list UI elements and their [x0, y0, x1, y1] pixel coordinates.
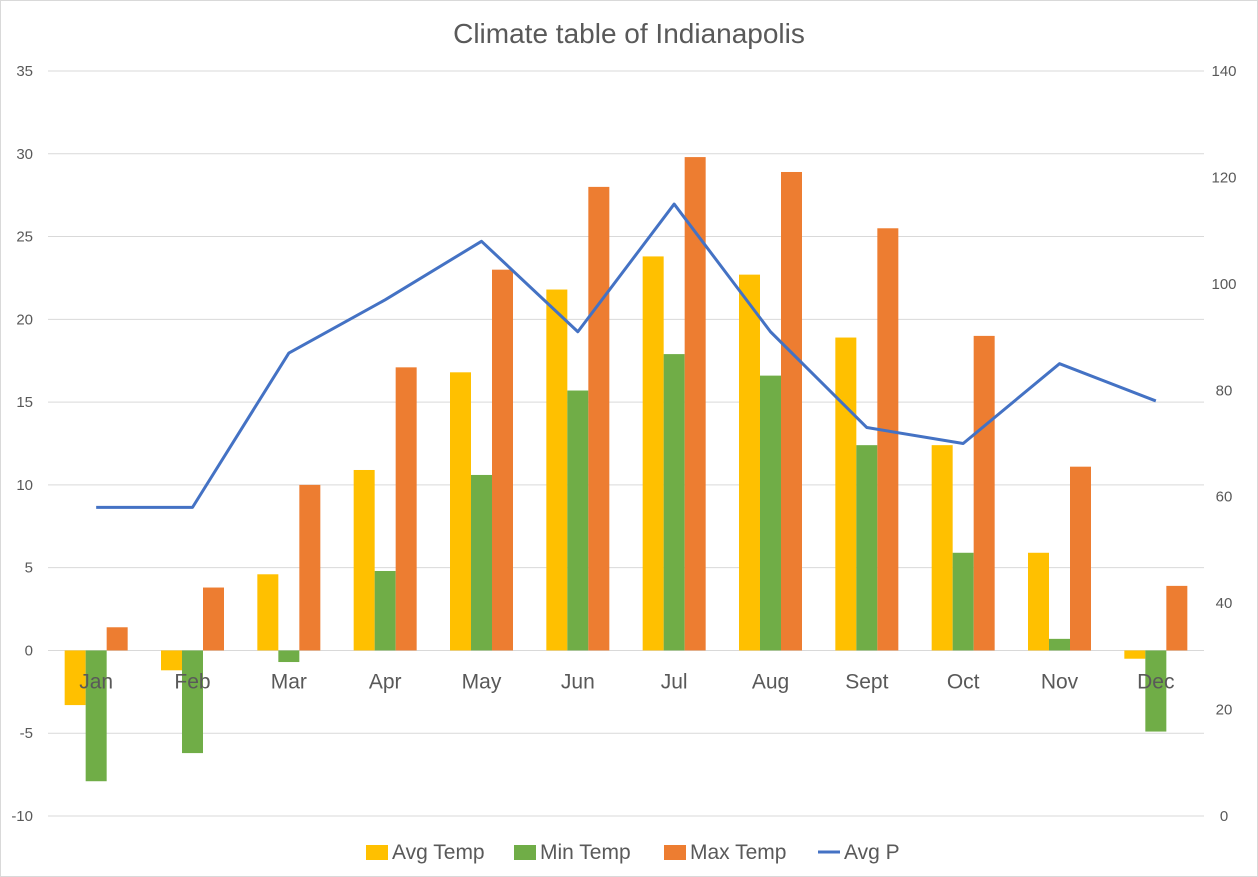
- min-temp-bar: [952, 552, 974, 651]
- legend: Avg Temp Min Temp Max Temp Avg P: [366, 841, 900, 864]
- avg-temp-bar: [931, 445, 953, 651]
- legend-item-min-temp: Min Temp: [514, 841, 631, 864]
- y-left-tick-label: -5: [20, 725, 33, 742]
- max-temp-bar: [106, 627, 128, 651]
- y-left-tick-label: 30: [16, 146, 33, 163]
- min-temp-bar: [760, 375, 781, 651]
- avg-p-line: [96, 202, 1157, 509]
- x-category-label: Jun: [561, 670, 595, 693]
- legend-swatch-min-temp: [514, 845, 536, 860]
- min-temp-bar: [663, 354, 685, 651]
- y-right-tick-label: 20: [1216, 702, 1233, 719]
- legend-label-avg-p: Avg P: [844, 841, 900, 864]
- y-axis-left: 35 30 25 20 15 10 5 0 -5 -10: [11, 63, 33, 825]
- max-temp-bar: [877, 228, 899, 651]
- x-category-label: Aug: [752, 670, 789, 693]
- y-left-tick-label: 0: [25, 642, 33, 659]
- y-right-tick-label: 60: [1216, 489, 1233, 506]
- legend-label-max-temp: Max Temp: [690, 841, 786, 864]
- y-left-tick-label: 15: [16, 394, 33, 411]
- max-temp-bar: [1070, 466, 1091, 651]
- legend-item-max-temp: Max Temp: [664, 841, 786, 864]
- max-temp-bar: [1166, 585, 1188, 651]
- y-left-tick-label: 5: [25, 560, 33, 577]
- max-temp-bar: [203, 587, 224, 651]
- max-temp-bar: [492, 269, 513, 651]
- y-axis-right: 140 120 100 80 60 40 20 0: [1211, 63, 1236, 825]
- min-temp-bar: [85, 650, 107, 782]
- min-temp-bar: [567, 390, 589, 651]
- avg-temp-bar: [1028, 552, 1049, 651]
- y-right-tick-label: 120: [1211, 169, 1236, 186]
- y-right-tick-label: 40: [1216, 595, 1233, 612]
- y-right-tick-label: 140: [1211, 63, 1236, 80]
- x-category-label: Feb: [174, 670, 210, 693]
- min-temp-bar: [1049, 638, 1070, 651]
- legend-label-avg-temp: Avg Temp: [392, 841, 485, 864]
- precip-line-group: [96, 202, 1157, 509]
- y-left-tick-label: 35: [16, 63, 33, 80]
- x-category-label: May: [462, 670, 502, 693]
- avg-temp-bar: [161, 650, 182, 671]
- avg-temp-bar: [450, 372, 471, 651]
- legend-swatch-avg-temp: [366, 845, 388, 860]
- legend-swatch-max-temp: [664, 845, 686, 860]
- max-temp-bar: [588, 186, 610, 651]
- x-category-label: Sept: [845, 670, 888, 693]
- min-temp-bar: [856, 445, 878, 651]
- x-category-label: Nov: [1041, 670, 1079, 693]
- y-right-tick-label: 0: [1220, 808, 1228, 825]
- max-temp-bar: [781, 171, 802, 651]
- gridlines: [48, 70, 1204, 817]
- avg-temp-bar: [739, 274, 760, 651]
- y-left-tick-label: 20: [16, 311, 33, 328]
- x-axis-categories: Jan Feb Mar Apr May Jun Jul Aug Sept Oct Nov Dec: [79, 670, 1174, 693]
- min-temp-bar: [278, 650, 300, 663]
- avg-temp-bar: [642, 256, 664, 651]
- avg-temp-bar: [353, 469, 375, 651]
- max-temp-bar: [684, 157, 706, 651]
- bars: [64, 157, 1188, 782]
- max-temp-bar: [973, 335, 995, 651]
- x-category-label: Apr: [369, 670, 402, 693]
- legend-label-min-temp: Min Temp: [540, 841, 631, 864]
- y-right-tick-label: 80: [1216, 382, 1233, 399]
- max-temp-bar: [395, 367, 417, 651]
- avg-temp-bar: [1124, 650, 1146, 659]
- y-left-tick-label: 25: [16, 229, 33, 246]
- avg-temp-bar: [835, 337, 857, 651]
- avg-temp-bar: [546, 289, 568, 651]
- y-right-tick-label: 100: [1211, 276, 1236, 293]
- min-temp-bar: [471, 474, 492, 651]
- x-category-label: Jul: [661, 670, 688, 693]
- x-category-label: Oct: [947, 670, 980, 693]
- x-category-label: Jan: [79, 670, 113, 693]
- y-left-tick-label: 10: [16, 477, 33, 494]
- avg-temp-bar: [257, 574, 279, 651]
- x-category-label: Dec: [1137, 670, 1174, 693]
- min-temp-bar: [1145, 650, 1167, 732]
- y-left-tick-label: -10: [11, 808, 33, 825]
- chart-title: Climate table of Indianapolis: [453, 18, 805, 49]
- legend-item-avg-temp: Avg Temp: [366, 841, 485, 864]
- avg-temp-bar: [64, 650, 86, 706]
- x-category-label: Mar: [271, 670, 307, 693]
- min-temp-bar: [374, 570, 396, 651]
- legend-item-avg-p: Avg P: [818, 841, 900, 864]
- max-temp-bar: [299, 484, 321, 651]
- min-temp-bar: [182, 650, 203, 754]
